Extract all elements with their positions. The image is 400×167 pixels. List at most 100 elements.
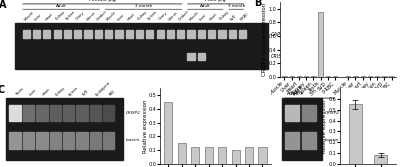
Bar [204, 147, 213, 164]
Bar [360, 76, 365, 77]
Y-axis label: Relative expression: Relative expression [142, 99, 148, 153]
Bar [23, 30, 30, 38]
Bar [282, 98, 322, 160]
Text: Heart: Heart [209, 12, 219, 21]
Text: Heart: Heart [42, 87, 51, 97]
Text: Adult: Adult [287, 91, 300, 96]
Text: Liver: Liver [116, 12, 125, 21]
Bar [136, 30, 143, 38]
Text: Heart: Heart [126, 12, 136, 21]
Bar [63, 132, 74, 149]
Bar [390, 76, 394, 77]
Y-axis label: Relative expression: Relative expression [322, 99, 328, 153]
Bar [311, 76, 316, 77]
Bar [103, 132, 114, 149]
Text: Kidney: Kidney [137, 10, 148, 21]
Text: CRISP2: CRISP2 [126, 111, 140, 115]
Text: 3 month: 3 month [228, 4, 245, 8]
Bar [164, 102, 172, 164]
Text: Ovary: Ovary [75, 11, 86, 21]
Text: GAPDH: GAPDH [270, 32, 288, 37]
Text: Heart: Heart [44, 12, 54, 21]
Bar [15, 23, 268, 69]
Text: Spleen: Spleen [147, 10, 158, 21]
Text: Oviduct: Oviduct [96, 9, 108, 21]
Bar [286, 105, 299, 121]
Text: Uterus: Uterus [168, 10, 179, 21]
Bar [84, 30, 92, 38]
Bar [178, 143, 186, 164]
Text: b-actin: b-actin [126, 138, 140, 142]
Text: Muscle: Muscle [24, 10, 35, 21]
Text: Spleen: Spleen [68, 85, 80, 97]
Bar [346, 76, 350, 77]
Bar [191, 147, 199, 164]
Text: Kidney: Kidney [54, 10, 66, 21]
Text: Liver: Liver [28, 88, 37, 97]
Text: Adult: Adult [292, 84, 305, 97]
Bar [245, 147, 253, 164]
Bar [167, 30, 174, 38]
Bar [198, 30, 205, 38]
Text: Oviduct: Oviduct [178, 9, 191, 21]
Bar [304, 76, 308, 77]
Bar [302, 132, 316, 149]
Bar [368, 76, 372, 77]
Bar [33, 30, 40, 38]
Bar [74, 30, 81, 38]
Y-axis label: CRISP2 relative expression: CRISP2 relative expression [262, 3, 268, 76]
Text: Adult: Adult [56, 4, 66, 8]
Text: 3 months: 3 months [355, 106, 385, 111]
Text: A: A [0, 0, 6, 10]
Bar [326, 76, 330, 77]
Bar [318, 12, 323, 77]
Text: b-actin: b-actin [325, 138, 339, 142]
Text: Male pig: Male pig [205, 0, 226, 3]
Bar [36, 105, 48, 121]
Bar [302, 105, 316, 121]
Bar [382, 76, 386, 77]
Bar [177, 30, 184, 38]
Text: Kidney: Kidney [219, 10, 231, 21]
Text: C: C [0, 85, 5, 95]
Bar [23, 132, 34, 149]
Text: Muscle: Muscle [106, 10, 118, 21]
Bar [50, 132, 61, 149]
Text: SVD: SVD [230, 13, 238, 21]
Text: Ovary: Ovary [158, 11, 168, 21]
Text: Epididymis: Epididymis [95, 80, 112, 97]
Bar [103, 105, 114, 121]
Bar [218, 30, 226, 38]
Text: Uterus: Uterus [85, 10, 96, 21]
Bar [6, 98, 123, 160]
Bar [188, 30, 195, 38]
Text: Liver: Liver [199, 12, 208, 21]
Bar [218, 147, 226, 164]
Text: Female pig: Female pig [89, 0, 116, 3]
Bar [374, 155, 387, 164]
Text: B: B [255, 0, 262, 8]
Bar [90, 132, 101, 149]
Bar [43, 30, 50, 38]
Bar [290, 76, 294, 77]
Bar [282, 76, 287, 77]
Text: Adult: Adult [302, 106, 318, 111]
Bar [105, 30, 112, 38]
Bar [239, 30, 246, 38]
Bar [64, 30, 71, 38]
Bar [10, 105, 21, 121]
Text: P-RBC: P-RBC [240, 11, 250, 21]
Bar [258, 147, 266, 164]
Bar [198, 53, 205, 60]
Bar [95, 30, 102, 38]
Bar [353, 76, 358, 77]
Bar [188, 53, 195, 60]
Text: CRISP2: CRISP2 [270, 54, 288, 59]
Bar [115, 30, 122, 38]
Bar [54, 30, 61, 38]
Bar [146, 30, 154, 38]
Bar [63, 105, 74, 121]
Bar [10, 132, 21, 149]
Bar [229, 30, 236, 38]
Bar [286, 132, 299, 149]
